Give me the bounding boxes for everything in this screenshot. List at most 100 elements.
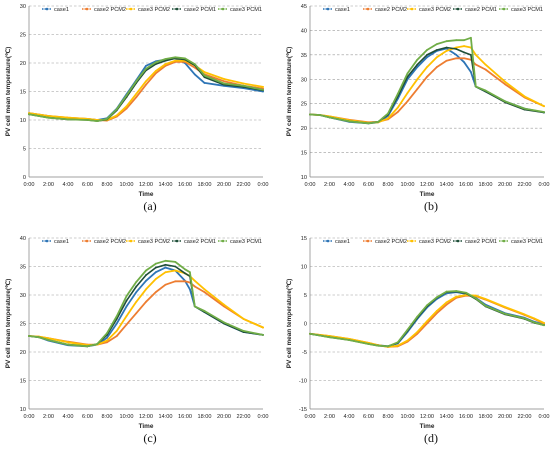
legend-label: case1 (335, 7, 350, 13)
data-point (145, 269, 147, 272)
data-point (164, 283, 167, 286)
y-tick-label: 40 (301, 28, 307, 34)
x-tick-label: 2:00 (324, 414, 335, 420)
legend-label: case2 PCM2 (375, 7, 407, 13)
x-tick-label: 22:00 (518, 414, 532, 420)
x-tick-label: 14:00 (159, 414, 173, 420)
x-axis-title: Time (420, 191, 435, 198)
data-point (106, 336, 108, 339)
y-tick-label: 0 (304, 322, 307, 328)
legend-label: case3 PCM2 (419, 7, 451, 13)
data-point (435, 296, 438, 299)
x-tick-label: 6:00 (363, 414, 374, 420)
data-point (174, 269, 177, 272)
data-point (96, 120, 99, 123)
data-point (184, 268, 186, 271)
x-tick-label: 18:00 (198, 414, 212, 420)
x-tick-label: 10:00 (401, 414, 415, 420)
x-tick-label: 16:00 (178, 182, 192, 188)
data-point (86, 119, 89, 121)
legend-marker (221, 239, 225, 243)
data-point (242, 84, 245, 87)
x-tick-label: 0:00 (24, 414, 35, 420)
x-tick-label: 8:00 (383, 182, 394, 188)
data-point (533, 321, 536, 324)
data-point (455, 290, 458, 292)
x-tick-label: 20:00 (217, 182, 231, 188)
data-point (463, 45, 465, 47)
data-point (416, 78, 419, 81)
data-point (387, 345, 389, 348)
data-point (435, 66, 438, 68)
legend-label: case2 PCM2 (94, 239, 126, 245)
y-tick-label: 20 (20, 61, 26, 67)
legend-label: case3 PCM2 (419, 239, 451, 245)
legend-marker (366, 239, 370, 243)
x-tick-label: 20:00 (217, 414, 231, 420)
data-point (145, 67, 147, 70)
x-tick-label: 0:00 (305, 182, 316, 188)
legend-marker (502, 7, 506, 11)
data-point (164, 263, 167, 266)
data-point (445, 59, 448, 62)
y-tick-label: 5 (304, 293, 307, 299)
data-point (426, 49, 428, 51)
data-point (193, 63, 196, 66)
legend-label: case2 PCM1 (465, 7, 497, 13)
data-point (242, 82, 245, 85)
data-point (504, 83, 506, 86)
data-point (115, 322, 118, 325)
y-tick-label: 15 (20, 90, 26, 96)
panel-caption: (c) (143, 431, 156, 445)
legend-label: case1 (54, 239, 69, 245)
data-point (445, 290, 448, 293)
data-point (426, 322, 428, 325)
data-point (484, 89, 487, 92)
data-point (86, 345, 89, 348)
data-point (203, 310, 206, 312)
data-point (96, 343, 99, 345)
y-tick-label: 20 (301, 126, 307, 132)
series-line-case2-pcm2 (28, 280, 264, 346)
data-point (106, 332, 108, 335)
data-point (387, 112, 389, 115)
x-axis-title: Time (139, 191, 154, 198)
data-point (396, 106, 399, 109)
data-point (396, 111, 399, 113)
data-point (174, 265, 177, 268)
y-tick-label: 35 (20, 265, 26, 271)
data-point (67, 343, 69, 346)
data-point (154, 61, 157, 64)
data-point (455, 46, 458, 49)
legend-marker (410, 239, 414, 243)
data-point (504, 100, 506, 103)
data-point (125, 305, 128, 308)
data-point (135, 280, 138, 283)
data-point (115, 335, 118, 337)
data-point (154, 291, 157, 294)
data-point (135, 80, 138, 83)
data-point (145, 279, 147, 282)
data-point (203, 71, 206, 74)
data-point (164, 63, 167, 66)
y-tick-label: 25 (301, 102, 307, 108)
panel-caption: (d) (424, 431, 438, 445)
data-point (164, 58, 167, 60)
legend-label: case3 PCM1 (511, 7, 543, 13)
data-point (106, 339, 108, 342)
data-point (474, 297, 477, 300)
data-point (426, 56, 428, 59)
x-tick-label: 20:00 (498, 414, 512, 420)
data-point (193, 279, 196, 282)
y-tick-label: 20 (20, 350, 26, 356)
data-point (106, 341, 108, 344)
x-tick-label: 10:00 (120, 182, 134, 188)
data-point (474, 294, 477, 297)
data-point (445, 50, 448, 52)
data-point (455, 57, 458, 60)
legend-marker (326, 239, 330, 243)
y-tick-label: 15 (20, 379, 26, 385)
data-point (47, 339, 50, 341)
x-tick-label: 0:00 (24, 182, 35, 188)
